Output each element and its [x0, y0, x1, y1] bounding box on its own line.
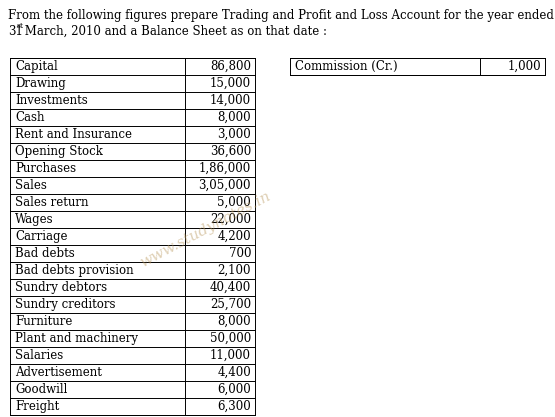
Text: 700: 700 — [229, 247, 251, 260]
Text: Sundry debtors: Sundry debtors — [15, 281, 107, 294]
Text: 25,700: 25,700 — [210, 298, 251, 311]
Text: Carriage: Carriage — [15, 230, 68, 243]
Text: Purchases: Purchases — [15, 162, 76, 175]
Bar — [290, 58, 545, 75]
Text: Salaries: Salaries — [15, 349, 63, 362]
Text: Advertisement: Advertisement — [15, 366, 102, 379]
Text: Sundry creditors: Sundry creditors — [15, 298, 115, 311]
Text: Cash: Cash — [15, 111, 44, 124]
Text: 4,400: 4,400 — [217, 366, 251, 379]
Text: Furniture: Furniture — [15, 315, 72, 328]
Bar — [10, 58, 255, 415]
Text: 6,300: 6,300 — [217, 400, 251, 413]
Text: Investments: Investments — [15, 94, 88, 107]
Text: Wages: Wages — [15, 213, 54, 226]
Text: 8,000: 8,000 — [218, 315, 251, 328]
Text: March, 2010 and a Balance Sheet as on that date :: March, 2010 and a Balance Sheet as on th… — [21, 25, 327, 38]
Text: 86,800: 86,800 — [210, 60, 251, 73]
Text: 22,000: 22,000 — [210, 213, 251, 226]
Text: www.studynotes.in: www.studynotes.in — [137, 190, 273, 271]
Text: Freight: Freight — [15, 400, 59, 413]
Text: 4,200: 4,200 — [218, 230, 251, 243]
Text: 3,000: 3,000 — [217, 128, 251, 141]
Text: Bad debts: Bad debts — [15, 247, 75, 260]
Text: Opening Stock: Opening Stock — [15, 145, 103, 158]
Text: 50,000: 50,000 — [210, 332, 251, 345]
Text: From the following figures prepare Trading and Profit and Loss Account for the y: From the following figures prepare Tradi… — [8, 9, 554, 22]
Text: 11,000: 11,000 — [210, 349, 251, 362]
Text: 5,000: 5,000 — [217, 196, 251, 209]
Text: Capital: Capital — [15, 60, 58, 73]
Text: 14,000: 14,000 — [210, 94, 251, 107]
Text: 6,000: 6,000 — [217, 383, 251, 396]
Text: Goodwill: Goodwill — [15, 383, 67, 396]
Text: Sales: Sales — [15, 179, 47, 192]
Text: Bad debts provision: Bad debts provision — [15, 264, 134, 277]
Text: Commission (Cr.): Commission (Cr.) — [295, 60, 397, 73]
Text: 2,100: 2,100 — [218, 264, 251, 277]
Text: 36,600: 36,600 — [210, 145, 251, 158]
Text: Sales return: Sales return — [15, 196, 88, 209]
Text: st: st — [17, 22, 24, 30]
Text: 15,000: 15,000 — [210, 77, 251, 90]
Text: 3,05,000: 3,05,000 — [199, 179, 251, 192]
Text: 31: 31 — [8, 25, 23, 38]
Text: Plant and machinery: Plant and machinery — [15, 332, 138, 345]
Text: 1,86,000: 1,86,000 — [199, 162, 251, 175]
Text: Drawing: Drawing — [15, 77, 65, 90]
Text: 8,000: 8,000 — [218, 111, 251, 124]
Text: 40,400: 40,400 — [210, 281, 251, 294]
Text: 1,000: 1,000 — [507, 60, 541, 73]
Text: Rent and Insurance: Rent and Insurance — [15, 128, 132, 141]
